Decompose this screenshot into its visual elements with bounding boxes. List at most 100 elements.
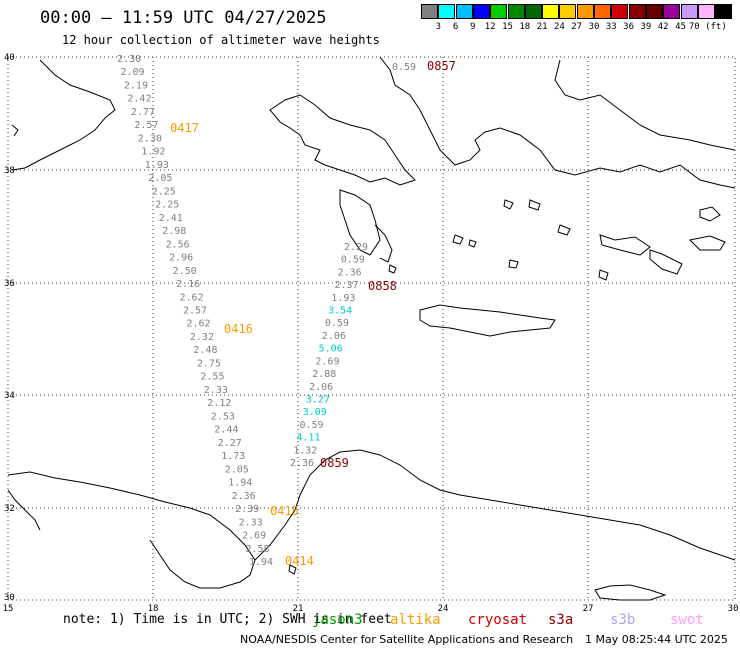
latitude-label: 40 (4, 53, 15, 63)
color-scale-swatch (524, 4, 542, 19)
wave-height-value: 2.44 (214, 425, 238, 436)
wave-height-value: 2.42 (127, 94, 151, 105)
color-scale-swatch (490, 4, 508, 19)
color-scale-label: 15 (502, 22, 513, 32)
color-scale-swatch (438, 4, 456, 19)
wave-height-value: 2.39 (235, 504, 259, 515)
color-scale-swatch (455, 4, 473, 19)
color-scale-label: 42 (657, 22, 669, 32)
color-scale-swatch (697, 4, 715, 19)
color-scale-swatch (576, 4, 594, 19)
pass-time-label: 0416 (224, 322, 253, 336)
legend-item-swot: swot (670, 612, 704, 628)
wave-height-value: 1.93 (331, 293, 355, 304)
wave-height-value: 2.36 (232, 491, 256, 502)
wave-height-value: 1.92 (141, 147, 165, 158)
wave-height-value: 1.73 (221, 451, 245, 462)
pass-time-label: 0417 (170, 121, 199, 135)
wave-height-value: 2.25 (155, 200, 179, 211)
wave-height-value: 2.75 (197, 358, 221, 369)
wave-height-value: 2.29 (344, 242, 368, 253)
altika-track-west: 2.30 2.09 2.19 2.42 2.77 2.57 2.30 1.92 1.93 2.05… (117, 54, 273, 568)
wave-height-value: 2.62 (187, 319, 211, 330)
wave-height-value: 2.19 (124, 81, 148, 92)
color-scale-label: 9 (470, 22, 476, 32)
color-scale-swatch (645, 4, 663, 19)
color-scale-swatch (715, 4, 733, 19)
graticule (8, 57, 735, 600)
wave-height-value: 2.96 (169, 253, 193, 264)
color-scale-swatch (421, 4, 438, 19)
pass-time-label: 0859 (320, 456, 349, 470)
footer-credit: NOAA/NESDIS Center for Satellite Applica… (240, 633, 574, 646)
coastlines (7, 56, 736, 601)
color-scale-swatch (542, 4, 560, 19)
wave-height-value: 2.30 (138, 133, 162, 144)
color-scale-label: 36 (623, 22, 635, 32)
map-title: 00:00 – 11:59 UTC 04/27/2025 (40, 8, 327, 28)
longitude-label: 15 (3, 604, 14, 614)
color-scale-swatch (594, 4, 611, 19)
latitude-label: 36 (4, 279, 15, 289)
color-scale-label: 45 (675, 22, 686, 32)
wave-height-value: 1.94 (228, 478, 252, 489)
wave-height-value: 2.12 (207, 398, 231, 409)
wave-height-value: 2.69 (315, 356, 339, 367)
legend-item-s3b: s3b (610, 612, 636, 628)
wave-height-value: 2.36 (338, 267, 362, 278)
wave-height-value: 1.93 (145, 160, 169, 171)
wave-height-value: 2.57 (183, 306, 207, 317)
wave-height-value: 2.05 (148, 173, 172, 184)
wave-height-value: 0.59 (341, 255, 365, 266)
color-scale-label: 3 (435, 22, 442, 32)
latitude-label: 32 (4, 504, 15, 514)
color-scale-swatch (472, 4, 490, 19)
longitude-label: 27 (583, 604, 594, 614)
wave-height-value: 2.32 (190, 332, 214, 343)
color-scale-label: 39 (640, 22, 652, 32)
wave-height-value: 2.48 (193, 345, 217, 356)
legend-item-altika: altika (390, 612, 441, 628)
color-scale-label: 6 (452, 22, 459, 32)
legend-item-s3a: s3a (548, 612, 574, 628)
wave-height-value: 2.88 (312, 369, 336, 380)
wave-height-value: 2.77 (131, 107, 155, 118)
longitude-label: 21 (293, 604, 304, 614)
longitude-label: 18 (148, 604, 159, 614)
wave-height-value: 2.05 (225, 464, 249, 475)
pass-time-labels: 0857 0417 0858 0416 0859 0415 0414 (170, 59, 456, 568)
color-scale-label: 21 (536, 22, 548, 32)
color-scale-swatch (628, 4, 646, 19)
wave-height-value: 2.37 (335, 280, 359, 291)
note-text: note: 1) Time is in UTC; 2) SWH is in fe… (63, 612, 392, 627)
legend-item-jason3: jason3 (312, 612, 363, 628)
wave-height-value: 2.98 (162, 226, 186, 237)
color-scale-label: 24 (553, 22, 565, 32)
wave-height-value: 2.06 (322, 331, 346, 342)
wave-height-value: 2.36 (290, 458, 314, 469)
color-scale-label: 12 (484, 22, 496, 32)
wave-height-value: 3.09 (303, 407, 327, 418)
wave-height-value: 2.50 (173, 266, 197, 277)
wave-height-value: 2.06 (309, 382, 333, 393)
wave-height-value: 3.54 (328, 306, 352, 317)
color-scale-swatch (507, 4, 525, 19)
wave-height-value: 2.69 (242, 531, 266, 542)
wave-height-value: 2.62 (180, 292, 204, 303)
color-scale-label: 33 (605, 22, 617, 32)
wave-height-value: 2.55 (200, 372, 224, 383)
color-scale-label: 18 (519, 22, 531, 32)
pass-time-label: 0415 (270, 504, 299, 518)
color-scale-swatch (680, 4, 698, 19)
longitude-label: 24 (438, 604, 449, 614)
wave-height-value: 2.16 (176, 279, 200, 290)
latitude-label: 34 (4, 391, 15, 401)
map-subtitle: 12 hour collection of altimeter wave hei… (62, 33, 380, 47)
wave-height-value: 2.56 (166, 239, 190, 250)
wave-height-value: 2.53 (211, 411, 235, 422)
latitude-label: 38 (4, 166, 15, 176)
pass-time-label: 0858 (368, 279, 397, 293)
wave-height-value: 2.57 (134, 120, 158, 131)
